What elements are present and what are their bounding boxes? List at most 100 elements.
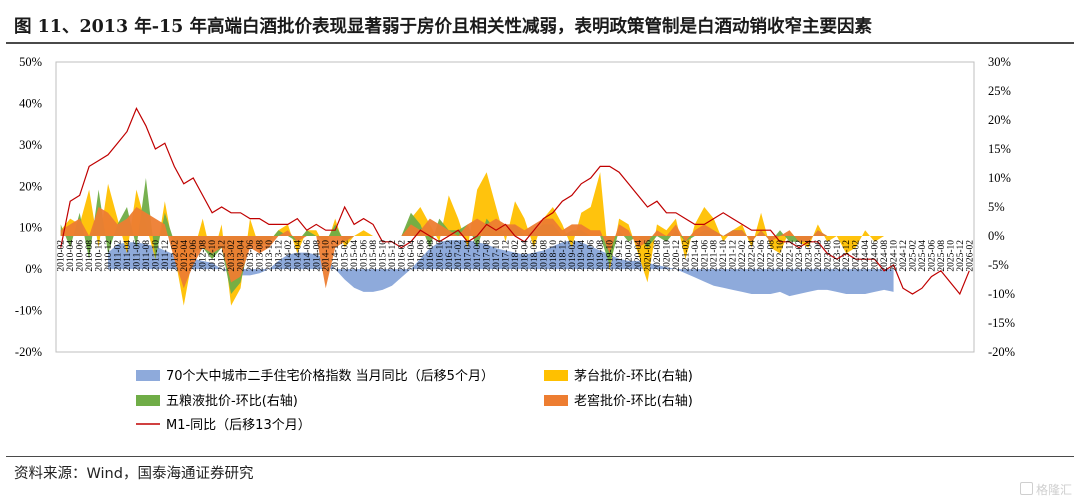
x-axis-tick-label: 2011-02 xyxy=(114,240,124,272)
x-axis-tick-label: 2013-04 xyxy=(237,240,247,272)
legend-label: M1-同比（后移13个月） xyxy=(166,418,311,433)
x-axis-tick-label: 2018-08 xyxy=(539,240,549,272)
housing-price-area xyxy=(108,240,894,297)
right-axis-tick-label: 15% xyxy=(988,142,1011,156)
m1-yoy-line xyxy=(60,107,970,296)
watermark-text: 格隆汇 xyxy=(1035,483,1072,497)
x-axis-tick-label: 2020-08 xyxy=(653,240,663,272)
x-axis-tick-label: 2017-08 xyxy=(483,240,493,272)
right-axis-tick-label: -5% xyxy=(988,258,1009,272)
x-axis-tick-label: 2012-02 xyxy=(170,240,180,272)
x-axis-tick-label: 2017-10 xyxy=(492,240,502,272)
right-axis-tick-label: 20% xyxy=(988,113,1011,127)
x-axis-tick-label: 2022-12 xyxy=(785,240,795,272)
x-axis-tick-label: 2013-06 xyxy=(246,240,256,272)
left-axis-tick-label: 0% xyxy=(25,262,42,276)
x-axis-tick-label: 2025-10 xyxy=(946,240,956,272)
x-axis-tick-label: 2022-10 xyxy=(776,240,786,272)
x-axis-tick-label: 2016-10 xyxy=(435,240,445,272)
x-axis-tick-label: 2018-12 xyxy=(558,240,568,272)
left-axis-tick-label: 20% xyxy=(19,179,42,193)
x-axis-tick-label: 2015-08 xyxy=(369,240,379,272)
x-axis-tick-label: 2010-04 xyxy=(66,240,76,272)
x-axis-tick-label: 2019-02 xyxy=(568,240,578,272)
x-axis-tick-label: 2023-04 xyxy=(804,240,814,272)
x-axis-tick-label: 2024-08 xyxy=(880,240,890,272)
right-axis-tick-label: 10% xyxy=(988,171,1011,185)
x-axis-tick-label: 2025-08 xyxy=(937,240,947,272)
x-axis-tick-label: 2024-10 xyxy=(890,240,900,272)
x-axis-tick-label: 2014-10 xyxy=(322,240,332,272)
x-axis-tick-label: 2019-12 xyxy=(615,240,625,272)
x-axis-tick-label: 2016-04 xyxy=(407,240,417,272)
x-axis-tick-label: 2018-02 xyxy=(511,240,521,272)
x-axis-tick-label: 2010-12 xyxy=(104,240,114,272)
combo-chart: -20% -10% 0% 10% 20% 30% 40% 50% -20% -15% -10% -5%… xyxy=(15,55,1015,433)
x-axis-tick-label: 2019-06 xyxy=(587,240,597,272)
x-axis-tick-label: 2013-08 xyxy=(255,240,265,272)
x-axis-tick-label: 2012-04 xyxy=(180,240,190,272)
x-axis-tick-label: 2014-12 xyxy=(331,240,341,272)
legend-label: 茅台批价-环比(右轴) xyxy=(574,369,693,384)
x-axis-tick-label: 2015-10 xyxy=(379,240,389,272)
right-axis-tick-label: 5% xyxy=(988,200,1005,214)
x-axis-tick-label: 2019-10 xyxy=(606,240,616,272)
x-axis-tick-label: 2021-02 xyxy=(681,240,691,272)
x-axis-tick-label: 2023-12 xyxy=(842,240,852,272)
right-axis-tick-label: 30% xyxy=(988,55,1011,69)
footer-divider xyxy=(6,456,1074,457)
x-axis-tick-label: 2024-06 xyxy=(871,240,881,272)
x-axis-tick-label: 2022-08 xyxy=(767,240,777,272)
x-axis-tick-label: 2017-02 xyxy=(454,240,464,272)
x-axis-tick-label: 2025-12 xyxy=(956,240,966,272)
x-axis-tick-label: 2017-12 xyxy=(502,240,512,272)
x-axis-tick-label: 2010-10 xyxy=(95,240,105,272)
x-axis-tick-label: 2012-08 xyxy=(199,240,209,272)
x-axis-tick-label: 2025-06 xyxy=(927,240,937,272)
left-axis-tick-label: -10% xyxy=(15,304,42,318)
x-axis-tick-label: 2011-12 xyxy=(161,240,171,272)
x-axis-tick-label: 2021-06 xyxy=(700,240,710,272)
x-axis-tick-label: 2023-02 xyxy=(795,240,805,272)
right-axis-tick-label: 25% xyxy=(988,84,1011,98)
x-axis-tick-label: 2012-06 xyxy=(189,240,199,272)
x-axis-tick-label: 2026-02 xyxy=(965,240,975,272)
watermark-logo-icon xyxy=(1019,482,1033,495)
x-axis-tick-label: 2014-08 xyxy=(312,240,322,272)
source-note: 资料来源：Wind，国泰海通证券研究 xyxy=(14,466,254,482)
plot-frame xyxy=(55,61,975,353)
x-axis-tick-label: 2024-12 xyxy=(899,240,909,272)
x-axis-tick-label: 2019-04 xyxy=(577,240,587,272)
legend-swatch xyxy=(136,370,160,381)
x-axis-tick-label: 2021-04 xyxy=(691,240,701,272)
x-axis-tick-label: 2022-06 xyxy=(757,240,767,272)
x-axis-tick-label: 2014-06 xyxy=(303,240,313,272)
x-axis-tick-label: 2020-10 xyxy=(662,240,672,272)
x-axis-tick-label: 2023-10 xyxy=(833,240,843,272)
x-axis-tick-label: 2018-06 xyxy=(530,240,540,272)
x-axis-tick-label: 2014-04 xyxy=(293,240,303,272)
x-axis-tick-label: 2011-06 xyxy=(132,240,142,272)
x-axis-tick-label: 2011-04 xyxy=(123,240,133,272)
x-axis-tick-label: 2016-08 xyxy=(426,240,436,272)
x-axis-tick-label: 2020-06 xyxy=(643,240,653,272)
legend-label: 老窖批价-环比(右轴) xyxy=(574,393,693,409)
x-axis-tick-label: 2021-10 xyxy=(719,240,729,272)
x-axis-tick-label: 2024-04 xyxy=(861,240,871,272)
x-axis-tick-label: 2020-04 xyxy=(634,240,644,272)
x-axis-tick-label: 2016-06 xyxy=(416,240,426,272)
x-axis-tick-label: 2010-02 xyxy=(57,240,67,272)
x-axis-tick-label: 2016-12 xyxy=(445,240,455,272)
x-axis-tick-label: 2011-08 xyxy=(142,240,152,272)
right-axis-tick-label: -20% xyxy=(988,345,1015,359)
x-axis-tick-label: 2015-02 xyxy=(341,240,351,272)
right-axis-tick-label: -10% xyxy=(988,287,1015,301)
x-axis-tick-label: 2013-12 xyxy=(274,240,284,272)
x-axis-tick-label: 2023-06 xyxy=(814,240,824,272)
title-bar: 图 11、2013 年-15 年高端白酒批价表现显著弱于房价且相关性减弱，表明政… xyxy=(6,4,1074,44)
left-axis-tick-label: 40% xyxy=(19,96,42,110)
x-axis-tick-label: 2023-08 xyxy=(823,240,833,272)
x-axis-tick-label: 2013-02 xyxy=(227,240,237,272)
legend-swatch xyxy=(136,395,160,406)
x-axis-tick-label: 2012-12 xyxy=(218,240,228,272)
